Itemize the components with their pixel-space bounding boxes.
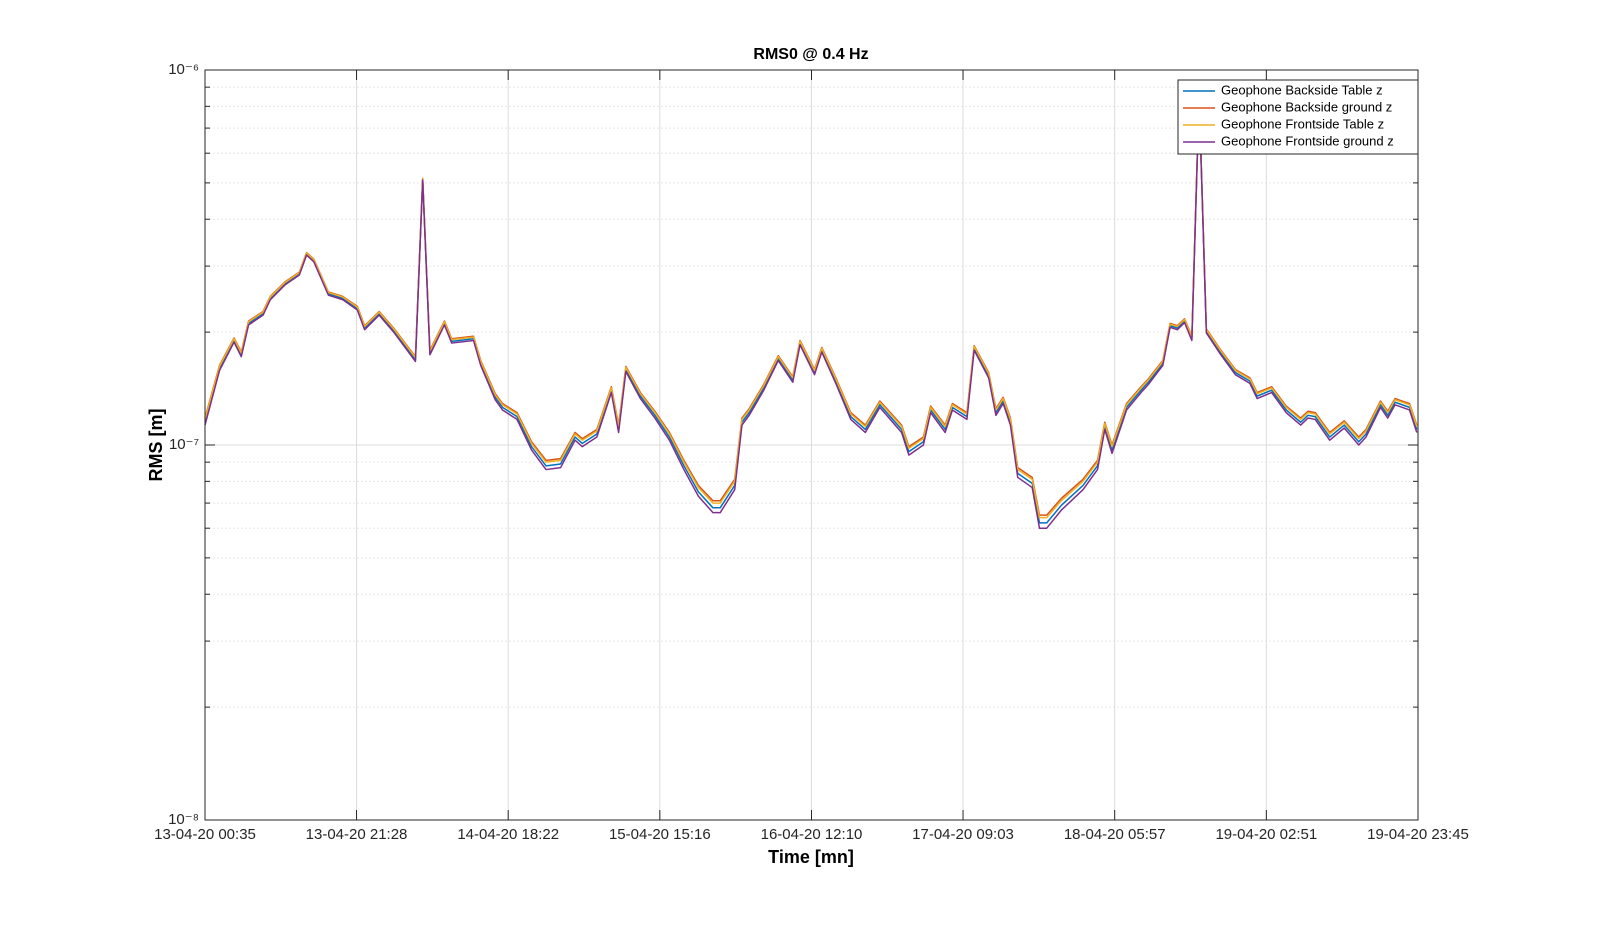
legend-box [1177,79,1419,155]
axes-box [204,69,1419,821]
y-tick-label: 10⁻⁸ [168,811,199,828]
x-tick-label: 15-04-20 15:16 [609,826,711,843]
x-tick-label: 16-04-20 12:10 [761,826,863,843]
x-tick-label: 14-04-20 18:22 [457,826,559,843]
legend-label: Geophone Backside Table z [1221,82,1383,97]
y-tick-label: 10⁻⁷ [169,436,199,453]
chart-title: RMS0 @ 0.4 Hz [753,46,868,63]
legend-label: Geophone Frontside Table z [1221,116,1384,131]
x-tick-label: 18-04-20 05:57 [1064,826,1166,843]
x-tick-label: 19-04-20 02:51 [1215,826,1317,843]
legend: Geophone Backside Table z Geophone Backsi… [1177,79,1419,155]
y-axis-label: RMS [m] [146,409,166,482]
legend-label: Geophone Frontside ground z [1221,133,1394,148]
legend-label: Geophone Backside ground z [1221,99,1392,114]
x-tick-label: 17-04-20 09:03 [912,826,1014,843]
x-tick-label: 13-04-20 21:28 [306,826,408,843]
x-axis-label: Time [mn] [768,847,854,867]
x-tick-label: 19-04-20 23:45 [1367,826,1469,843]
y-tick-label: 10⁻⁶ [168,61,199,78]
x-tick-label: 13-04-20 00:35 [154,826,256,843]
series-line [204,95,1418,529]
